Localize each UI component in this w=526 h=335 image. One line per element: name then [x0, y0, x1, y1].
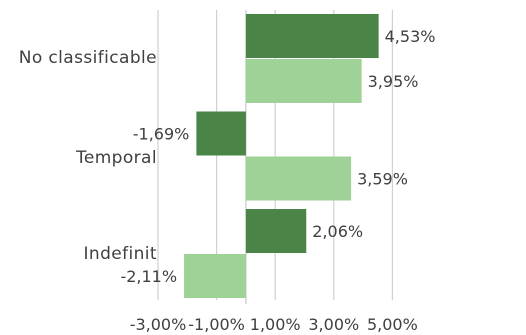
bar-s2-1	[245, 156, 352, 201]
bars	[184, 14, 379, 298]
data-labels: 4,53% 3,95% -1,69% 3,59% 2,06% -2,11%	[120, 27, 435, 286]
category-label-0: No classificable	[19, 48, 157, 68]
bar-s2-0	[245, 59, 362, 103]
x-axis-tick-labels: -3,00% -1,00% 1,00% 3,00% 5,00%	[130, 315, 418, 334]
x-tick-label-1: -1,00%	[188, 315, 245, 334]
data-label-s1-0: 4,53%	[385, 27, 436, 46]
bar-s1-1	[196, 111, 246, 156]
x-tick-label-0: -3,00%	[130, 315, 187, 334]
data-label-s2-2: -2,11%	[120, 267, 177, 286]
bar-s2-2	[184, 254, 246, 298]
bar-s1-0	[245, 14, 379, 58]
x-tick-label-4: 5,00%	[367, 315, 418, 334]
data-label-s1-1: -1,69%	[133, 125, 190, 144]
category-labels: No classificable Temporal Indefinit	[19, 48, 157, 264]
data-label-s2-0: 3,95%	[368, 72, 419, 91]
data-label-s1-2: 2,06%	[312, 222, 363, 241]
category-label-1: Temporal	[75, 148, 157, 168]
bar-s1-2	[245, 209, 307, 253]
data-label-s2-1: 3,59%	[357, 170, 408, 189]
x-tick-label-3: 3,00%	[308, 315, 359, 334]
category-label-2: Indefinit	[83, 244, 157, 264]
x-tick-label-2: 1,00%	[250, 315, 301, 334]
